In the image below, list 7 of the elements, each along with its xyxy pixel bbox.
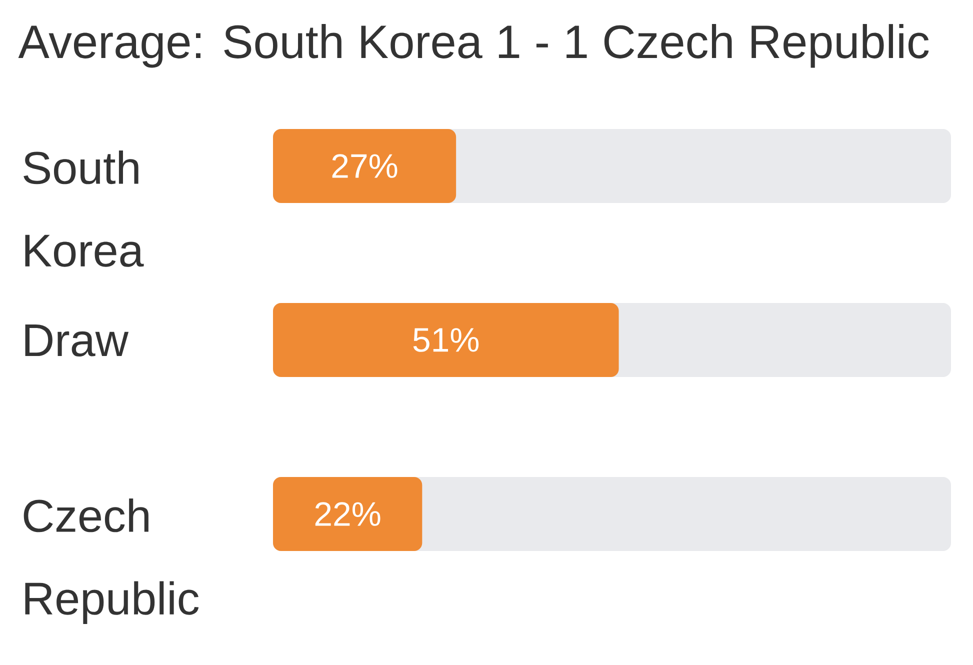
- y-tick-label: Czech Republic: [24, 498, 199, 624]
- data-label: 27%: [332, 154, 398, 178]
- chart-title: Average: South Korea 1 - 1 Czech Republic: [18, 24, 929, 68]
- y-tick-label: Draw: [25, 324, 129, 357]
- y-tick-label: South Korea: [24, 150, 144, 267]
- data-label: 51%: [413, 328, 479, 352]
- data-label: 22%: [315, 502, 380, 526]
